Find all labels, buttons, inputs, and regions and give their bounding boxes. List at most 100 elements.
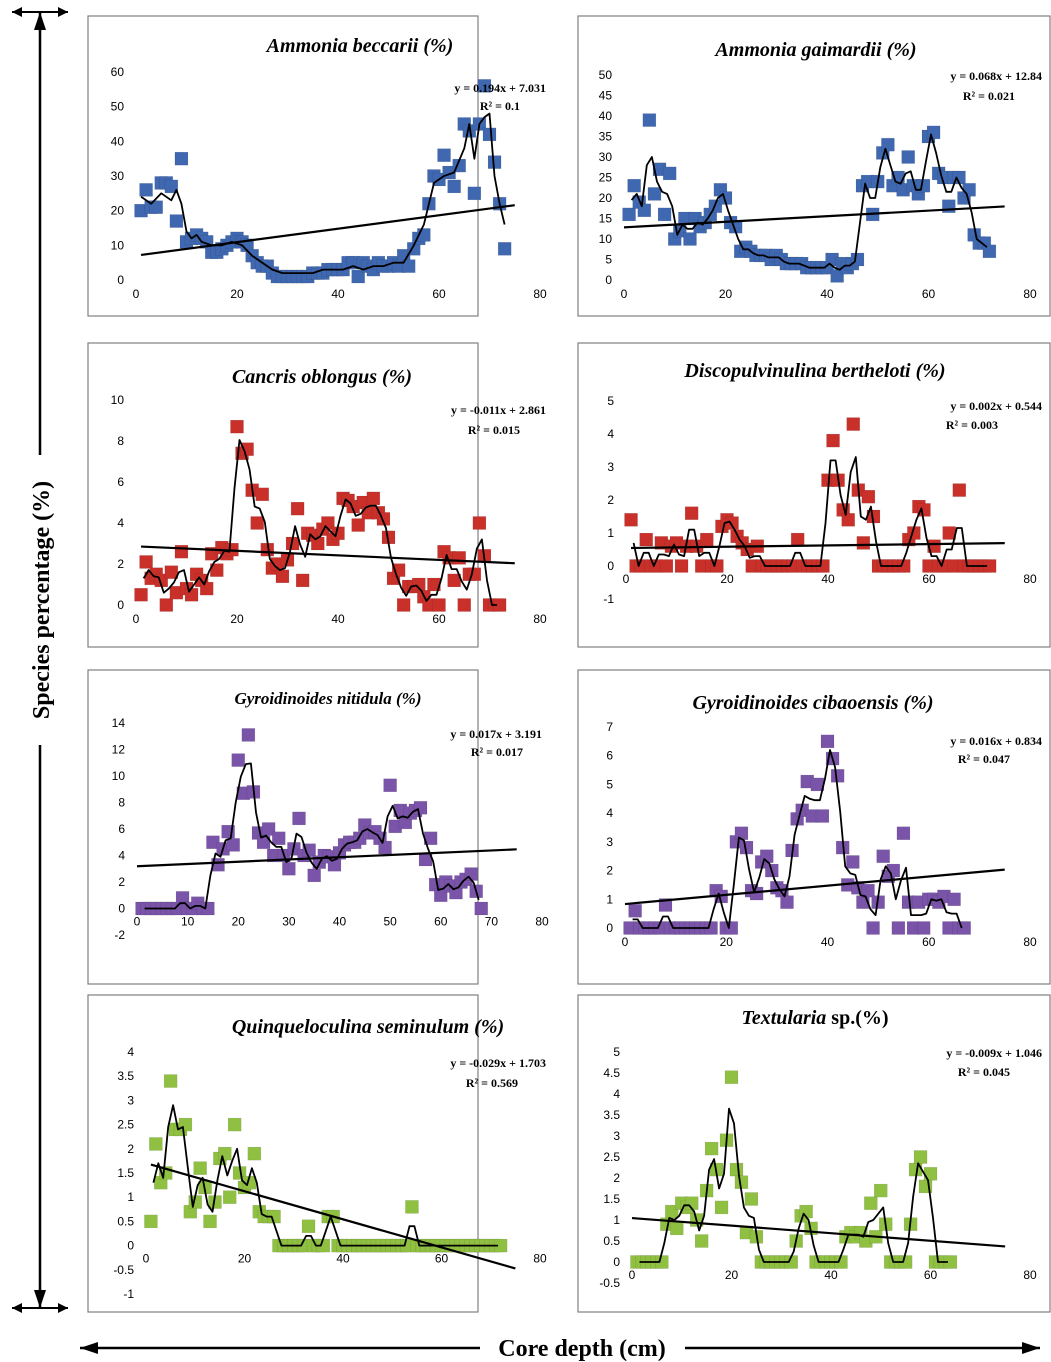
trend-line <box>631 541 1005 550</box>
y-tick-label: 25 <box>599 171 613 185</box>
y-tick-label: 45 <box>599 89 613 103</box>
data-point <box>378 840 392 855</box>
x-tick-label: 0 <box>623 572 630 586</box>
data-point <box>729 1162 744 1177</box>
x-tick-label: 40 <box>824 1268 838 1282</box>
data-point <box>866 921 880 935</box>
data-point <box>178 1117 193 1132</box>
y-tick-label: 3.5 <box>117 1069 134 1083</box>
r-squared: R² = 0.569 <box>466 1076 518 1090</box>
data-point <box>201 901 215 916</box>
trend-line <box>150 1163 516 1270</box>
data-point <box>292 811 306 826</box>
data-point <box>826 433 840 448</box>
moving-average-line <box>142 439 498 606</box>
data-point <box>724 1070 739 1084</box>
y-tick-label: 50 <box>111 100 125 114</box>
x-tick-label: 0 <box>133 612 140 626</box>
data-point <box>658 898 673 912</box>
y-tick-label: 6 <box>117 475 124 489</box>
x-tick-label: 40 <box>336 1252 350 1266</box>
moving-average-line <box>152 1104 499 1247</box>
x-tick-label: 40 <box>331 612 345 626</box>
data-point <box>896 826 911 840</box>
y-tick-label: 6 <box>118 822 125 836</box>
y-tick-label: 35 <box>599 130 613 144</box>
y-tick-label: 50 <box>599 68 613 82</box>
data-point <box>227 1117 242 1132</box>
y-tick-label: 2 <box>607 493 614 507</box>
data-point <box>301 1219 316 1233</box>
data-point <box>700 532 714 547</box>
data-point <box>815 809 830 823</box>
data-point <box>474 901 488 916</box>
y-tick-label: 1 <box>607 526 614 540</box>
data-point <box>351 269 365 284</box>
y-tick-label: 4 <box>607 427 614 441</box>
y-tick-label: -1 <box>123 1287 134 1301</box>
x-tick-label: 60 <box>922 287 936 301</box>
x-tick-label: 0 <box>134 915 141 929</box>
chart-frame <box>87 342 479 648</box>
x-tick-label: 10 <box>181 915 195 929</box>
y-tick-label: 15 <box>599 212 613 226</box>
data-point <box>275 569 290 584</box>
data-point <box>657 207 672 222</box>
data-point <box>295 573 310 588</box>
data-point <box>432 598 446 612</box>
data-point <box>916 921 931 935</box>
y-tick-label: 40 <box>111 134 125 148</box>
y-tick-label: 5 <box>606 777 613 791</box>
y-tick-label: -1 <box>603 592 614 606</box>
trend-line <box>623 205 1005 229</box>
data-point <box>926 125 941 140</box>
data-point <box>164 179 179 194</box>
y-tick-label: 12 <box>112 743 126 757</box>
data-point <box>231 753 245 767</box>
r-squared: R² = 0.1 <box>480 99 520 113</box>
data-point <box>396 598 411 612</box>
y-tick-label: 5 <box>605 253 612 267</box>
chart-title: Gyroidinoides nitidula (%) <box>234 689 421 708</box>
x-tick-label: 80 <box>533 287 547 301</box>
chart-panel: Cancris oblongus (%) 0 2 4 6 8 10 0 20 40 60 80 y = … <box>87 342 547 648</box>
data-point <box>241 728 256 742</box>
data-point <box>467 186 482 201</box>
data-point <box>947 892 961 907</box>
chart-title: Quinqueloculina seminulum (%) <box>232 1016 504 1038</box>
x-tick-label: 20 <box>725 1268 739 1282</box>
x-tick-label: 60 <box>922 935 936 949</box>
data-point <box>261 822 276 836</box>
moving-average-line <box>140 112 506 274</box>
x-tick-label: 40 <box>331 287 345 301</box>
data-point <box>447 179 461 194</box>
data-point <box>222 1190 237 1204</box>
x-tick-label: 80 <box>1023 935 1037 949</box>
r-squared: R² = 0.017 <box>471 745 523 759</box>
data-point <box>351 518 365 532</box>
data-point <box>639 532 653 547</box>
y-tick-label: 2.5 <box>117 1118 134 1132</box>
y-tick-label: 0 <box>607 559 614 573</box>
y-tick-label: 0 <box>117 273 124 287</box>
data-point <box>139 555 153 569</box>
data-point <box>164 565 179 579</box>
data-point <box>744 1192 759 1206</box>
data-point <box>780 895 794 909</box>
y-tick-label: 0.5 <box>117 1214 134 1228</box>
x-tick-label: 60 <box>922 572 936 586</box>
y-tick-label: 0 <box>127 1239 134 1253</box>
y-tick-label: 60 <box>111 65 125 79</box>
data-point <box>497 242 512 256</box>
chart-title: Gyroidinoides cibaoensis (%) <box>692 692 933 714</box>
data-point <box>913 1150 928 1164</box>
data-point <box>683 232 697 246</box>
y-tick-label: 2 <box>117 557 124 571</box>
trend-line <box>624 868 1005 906</box>
moving-average-line <box>639 1107 948 1263</box>
x-tick-label: 60 <box>924 1268 938 1282</box>
data-point <box>149 200 163 214</box>
chart-title: Cancris oblongus (%) <box>232 366 412 388</box>
y-tick-label: 3 <box>613 1129 620 1143</box>
